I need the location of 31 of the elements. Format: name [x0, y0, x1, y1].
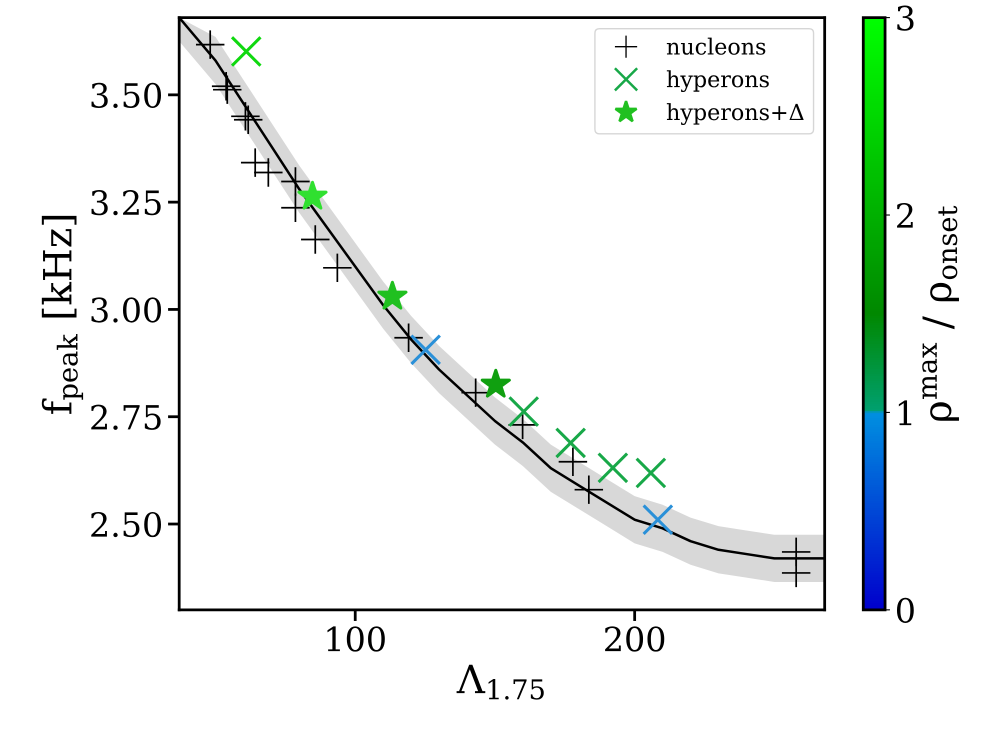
point	[281, 193, 310, 222]
x-axis-title: Λ$_{1.75}$	[456, 664, 544, 700]
color-bar-label: 3	[897, 6, 914, 31]
y-tick-label: 3.25	[92, 190, 161, 216]
y-axis-title: f$_{peak}$ [kHz]	[42, 216, 84, 414]
point	[230, 36, 262, 68]
legend-label: hyperons	[666, 70, 769, 92]
y-tick-label: 2.75	[91, 404, 161, 430]
point	[597, 452, 629, 484]
point	[558, 448, 588, 476]
point	[394, 324, 423, 352]
color-bar-label: 1	[898, 400, 912, 426]
point	[635, 457, 667, 489]
point	[281, 167, 310, 196]
point	[254, 158, 283, 187]
color-bar-title: ρ$^{max}$ / ρ$_{onset}$	[922, 206, 959, 421]
color-bar-label: 2	[897, 202, 913, 228]
y-tick-label: 2.50	[91, 512, 162, 538]
point	[410, 334, 442, 366]
color-bar-label: 0	[896, 598, 914, 623]
point	[554, 427, 586, 459]
legend-label: nucleons	[666, 38, 766, 55]
point	[642, 504, 674, 536]
point	[508, 396, 540, 428]
point	[301, 225, 330, 254]
x-tick-label: 200	[605, 626, 664, 652]
point	[782, 558, 810, 588]
x-tick-label: 100	[327, 626, 385, 652]
y-tick-label: 3.00	[92, 297, 162, 323]
y-tick-label: 3.50	[92, 82, 162, 108]
legend-label: hyperons+Δ	[666, 103, 804, 125]
